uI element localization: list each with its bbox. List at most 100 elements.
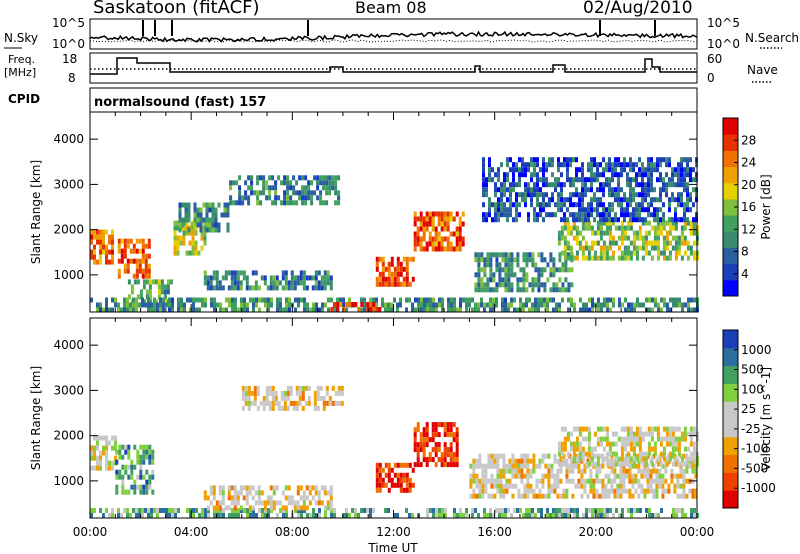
heatmap-cell — [557, 167, 560, 173]
heatmap-cell — [437, 447, 441, 453]
heatmap-cell — [513, 508, 516, 513]
heatmap-cell — [236, 495, 240, 501]
heatmap-cell — [563, 245, 567, 251]
heatmap-cell — [243, 302, 246, 308]
heatmap-cell — [248, 485, 252, 491]
heatmap-cell — [614, 451, 618, 457]
heatmap-cell — [680, 217, 683, 223]
heatmap-cell — [606, 307, 609, 313]
heatmap-cell — [665, 220, 669, 226]
heatmap-cell — [615, 508, 618, 513]
heatmap-cell — [308, 275, 312, 281]
heatmap-cell — [220, 212, 224, 218]
heatmap-cell — [168, 513, 171, 518]
heatmap-cell — [506, 217, 509, 223]
heatmap-cell — [601, 483, 605, 489]
heatmap-cell — [509, 192, 512, 198]
heatmap-cell — [266, 495, 270, 501]
heatmap-cell — [228, 513, 231, 518]
heatmap-cell — [478, 483, 482, 489]
heatmap-cell — [644, 461, 648, 467]
heatmap-cell — [279, 302, 282, 308]
heatmap-cell — [144, 273, 148, 279]
heatmap-cell — [524, 162, 527, 168]
heatmap-cell — [435, 302, 438, 308]
heatmap-cell — [337, 175, 341, 181]
heatmap-cell — [472, 478, 476, 484]
heatmap-cell — [569, 461, 573, 467]
heatmap-cell — [560, 451, 564, 457]
heatmap-cell — [337, 385, 341, 391]
heatmap-cell — [227, 490, 231, 496]
heatmap-cell — [259, 190, 263, 196]
heatmap-cell — [542, 217, 545, 223]
heatmap-cell — [523, 488, 527, 494]
heatmap-cell — [680, 225, 684, 231]
heatmap-cell — [661, 478, 665, 484]
heatmap-cell — [484, 473, 488, 479]
heatmap-cell — [631, 483, 635, 489]
heatmap-cell — [187, 207, 191, 213]
heatmap-cell — [438, 302, 441, 308]
heatmap-cell — [123, 307, 126, 313]
heatmap-cell — [270, 302, 273, 308]
heatmap-cell — [212, 275, 216, 281]
heatmap-cell — [560, 162, 563, 168]
heatmap-cell — [629, 255, 633, 261]
heatmap-cell — [105, 259, 108, 265]
heatmap-cell — [544, 453, 548, 459]
heatmap-cell — [634, 478, 638, 484]
heatmap-cell — [548, 162, 551, 168]
heatmap-cell — [507, 252, 511, 258]
heatmap-cell — [206, 285, 210, 291]
heatmap-cell — [458, 216, 462, 222]
heatmap-cell — [488, 162, 491, 168]
heatmap-cell — [462, 513, 465, 518]
heatmap-cell — [693, 513, 696, 518]
heatmap-cell — [542, 157, 545, 163]
heatmap-cell — [674, 207, 677, 213]
heatmap-cell — [566, 451, 570, 457]
heatmap-cell — [265, 180, 269, 186]
heatmap-cell — [542, 197, 545, 203]
heatmap-cell — [590, 225, 594, 231]
heatmap-cell — [546, 297, 549, 303]
heatmap-cell — [626, 172, 629, 178]
heatmap-cell — [375, 477, 379, 483]
heatmap-cell — [665, 162, 668, 168]
heatmap-cell — [331, 400, 335, 406]
heatmap-cell — [238, 175, 242, 181]
heatmap-cell — [565, 493, 569, 499]
heatmap-cell — [623, 441, 627, 447]
heatmap-cell — [488, 207, 491, 213]
heatmap-cell — [671, 172, 674, 178]
heatmap-cell — [93, 450, 96, 456]
heatmap-cell — [294, 297, 297, 303]
heatmap-cell — [256, 405, 260, 411]
heatmap-cell — [363, 508, 366, 513]
heatmap-cell — [536, 182, 539, 188]
heatmap-cell — [640, 483, 644, 489]
heatmap-cell — [375, 297, 378, 303]
heatmap-cell — [636, 508, 639, 513]
heatmap-cell — [334, 190, 338, 196]
heatmap-cell — [153, 297, 156, 303]
heatmap-cell — [540, 513, 543, 518]
heatmap-cell — [530, 197, 533, 203]
heatmap-cell — [317, 495, 321, 501]
heatmap-cell — [581, 217, 584, 223]
heatmap-cell — [306, 302, 309, 308]
heatmap-cell — [567, 267, 571, 273]
heatmap-cell — [501, 297, 504, 303]
heatmap-cell — [99, 508, 102, 513]
heatmap-cell — [240, 297, 243, 303]
heatmap-cell — [285, 508, 288, 513]
heatmap-cell — [518, 172, 521, 178]
heatmap-cell — [547, 468, 551, 474]
heatmap-cell — [301, 195, 305, 201]
heatmap-cell — [474, 272, 478, 278]
heatmap-cell — [611, 451, 615, 457]
heatmap-cell — [384, 281, 388, 287]
heatmap-cell — [153, 508, 156, 513]
heatmap-cell — [686, 207, 689, 213]
